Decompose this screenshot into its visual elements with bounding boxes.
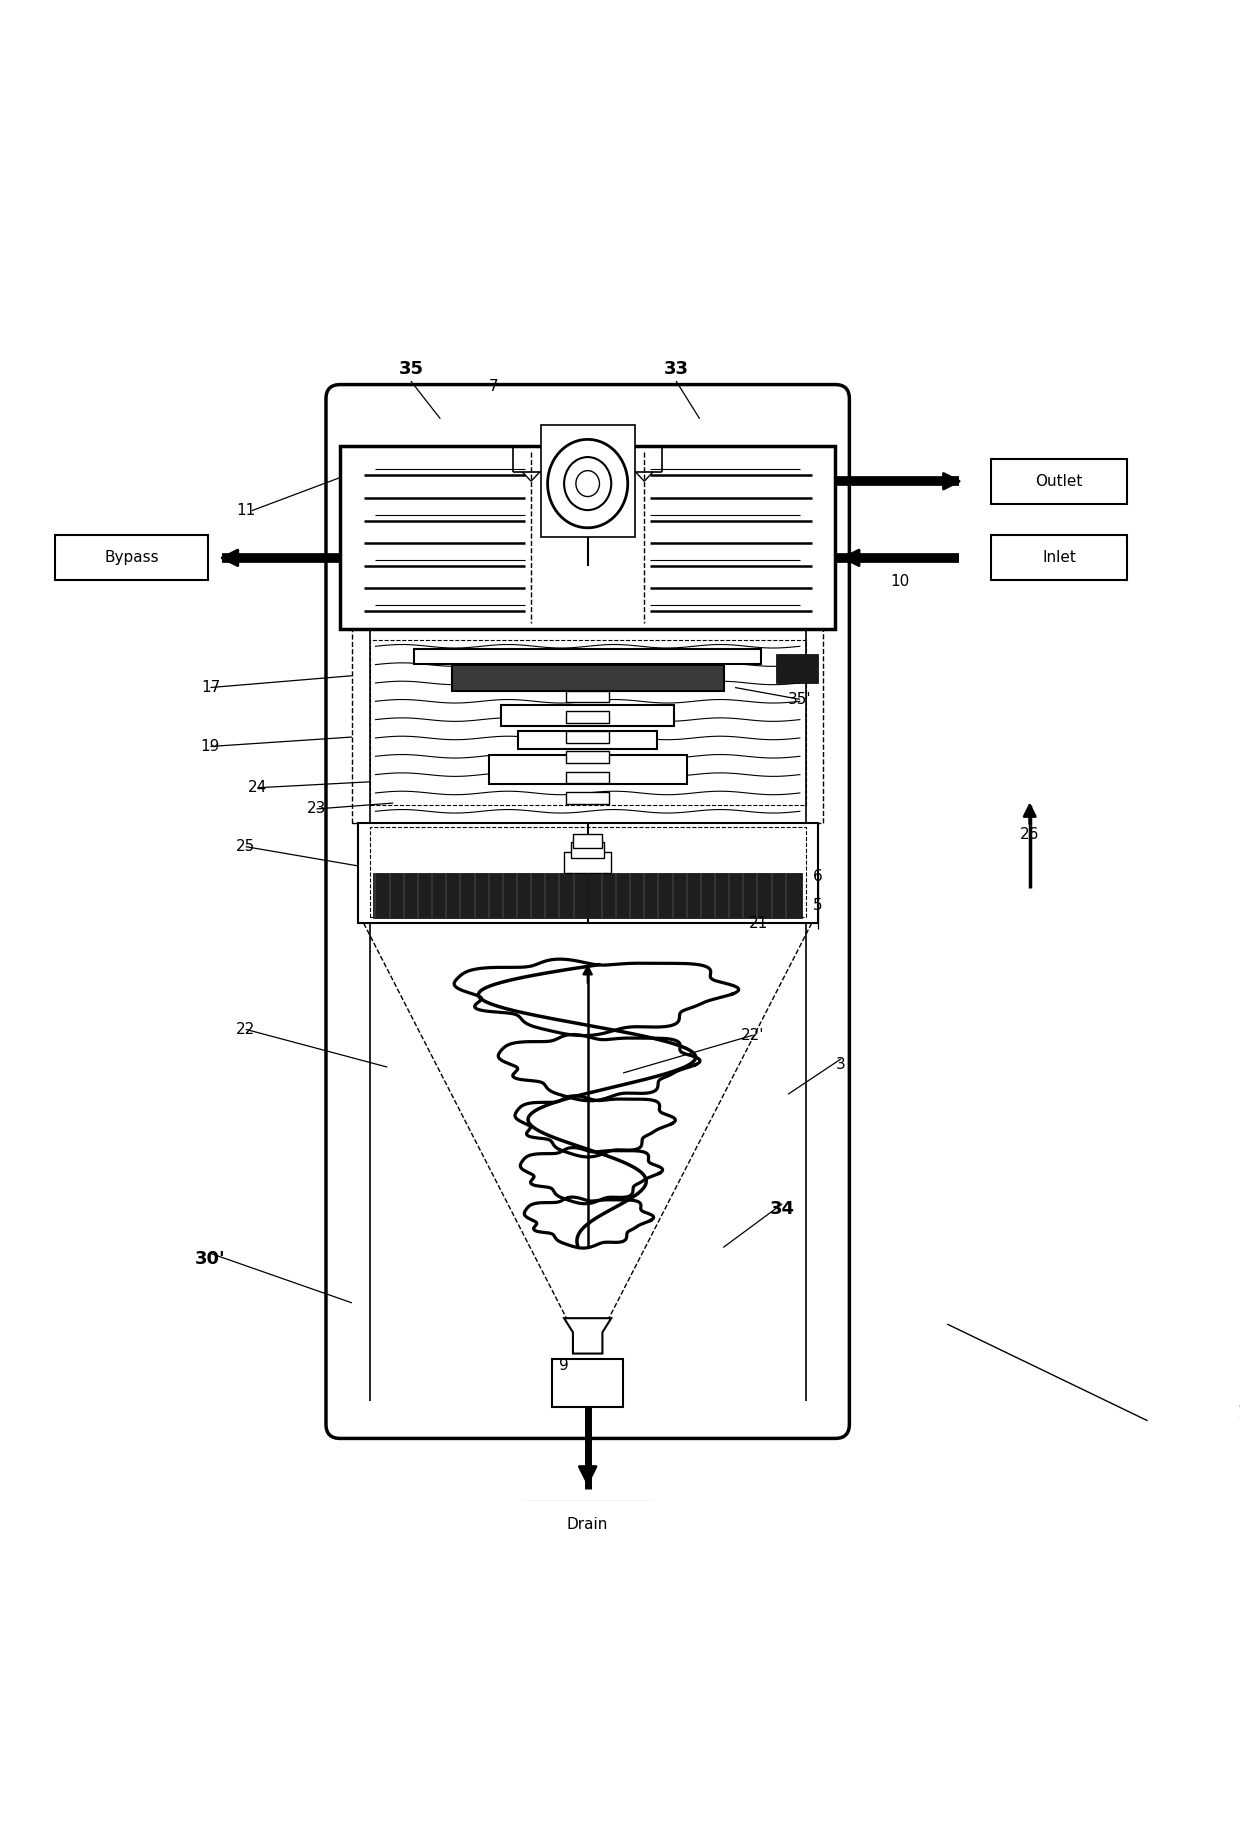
Text: 7: 7 <box>489 379 498 394</box>
Bar <box>776 654 817 684</box>
Text: 26: 26 <box>1021 828 1039 842</box>
Text: 23: 23 <box>306 802 326 817</box>
Bar <box>552 1360 622 1407</box>
Ellipse shape <box>564 458 611 510</box>
Polygon shape <box>564 1318 611 1353</box>
Text: 3: 3 <box>836 1057 846 1072</box>
Bar <box>518 731 657 749</box>
Bar <box>370 640 806 806</box>
Text: 1: 1 <box>1238 1406 1240 1420</box>
Text: Inlet: Inlet <box>1043 551 1076 565</box>
Text: 6: 6 <box>812 868 822 884</box>
Text: 17: 17 <box>201 680 219 695</box>
Text: 21: 21 <box>749 915 769 932</box>
Text: 19: 19 <box>201 738 221 755</box>
Bar <box>567 791 609 804</box>
Bar <box>373 873 802 919</box>
Ellipse shape <box>575 470 599 496</box>
Text: 22: 22 <box>236 1023 255 1037</box>
Text: 34: 34 <box>770 1200 795 1218</box>
Text: 22': 22' <box>742 1028 764 1043</box>
FancyBboxPatch shape <box>326 385 849 1438</box>
Text: Outlet: Outlet <box>1035 474 1083 489</box>
Bar <box>340 447 836 629</box>
Bar <box>992 459 1127 503</box>
Bar <box>541 425 635 536</box>
Text: Bypass: Bypass <box>104 551 159 565</box>
Text: 9: 9 <box>559 1358 569 1373</box>
Bar <box>992 536 1127 580</box>
Bar <box>55 536 208 580</box>
Text: 35: 35 <box>398 361 423 377</box>
Bar <box>564 851 611 873</box>
Bar <box>573 833 603 848</box>
Bar <box>414 649 761 664</box>
Bar <box>567 691 609 702</box>
Text: 25: 25 <box>236 839 255 855</box>
Bar <box>572 842 604 859</box>
Text: 10: 10 <box>890 574 910 589</box>
Bar <box>370 826 806 917</box>
Text: 5: 5 <box>812 899 822 913</box>
Ellipse shape <box>548 439 627 529</box>
Text: 33: 33 <box>663 361 688 377</box>
Bar <box>451 665 724 691</box>
Bar <box>358 824 817 922</box>
Text: Drain: Drain <box>567 1517 609 1531</box>
Bar <box>567 771 609 784</box>
Text: 24: 24 <box>248 780 268 795</box>
Bar <box>489 755 687 784</box>
Text: 35': 35' <box>789 691 812 707</box>
Bar <box>352 629 823 824</box>
Bar <box>567 751 609 764</box>
Bar <box>567 711 609 722</box>
Bar <box>567 731 609 744</box>
Text: 30': 30' <box>195 1251 226 1269</box>
Bar <box>523 1502 652 1548</box>
Bar <box>501 706 675 726</box>
Text: 11: 11 <box>236 503 255 518</box>
